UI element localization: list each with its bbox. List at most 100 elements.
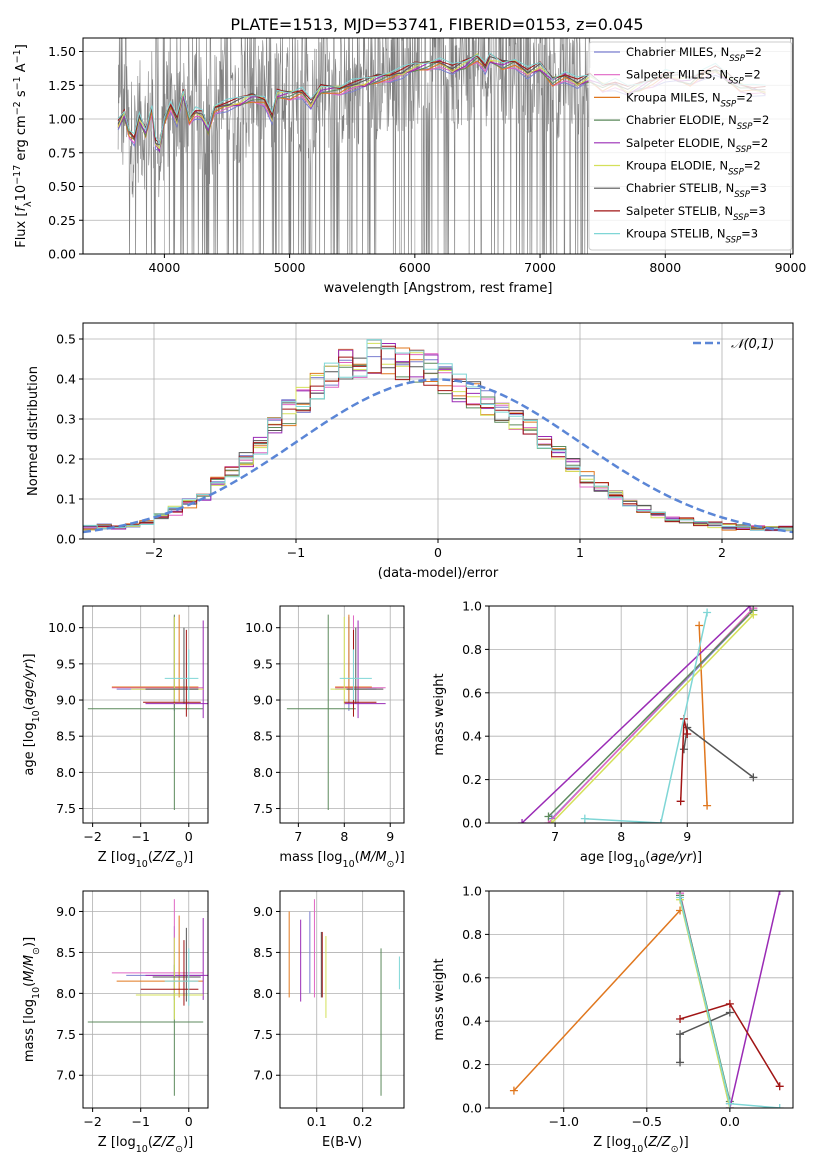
legend-frame — [588, 41, 793, 251]
weight-marker — [676, 1030, 685, 1039]
x-tick-label: 4000 — [148, 260, 180, 275]
age-weight-grid — [489, 605, 793, 824]
y-tick-label: 8.0 — [253, 765, 273, 780]
weight-marker — [746, 606, 755, 610]
x-tick-label: 9 — [683, 829, 691, 844]
z-weight-frame — [488, 890, 794, 1109]
legend-entry: Kroupa ELODIE, NSSP=2 — [626, 159, 761, 178]
x-tick-label: 9 — [386, 829, 394, 844]
y-tick-label: 10.0 — [245, 620, 273, 635]
y-tick-label: 1.0 — [462, 599, 482, 614]
ebv-mass-plot-area — [288, 899, 400, 1096]
x-tick-label: 0.1 — [307, 1114, 327, 1129]
residuals-ylabel: Normed distribution — [26, 366, 41, 496]
weight-marker — [775, 891, 784, 895]
legend-entry: Chabrier MILES, NSSP=2 — [626, 45, 762, 64]
x-tick-label: 7 — [551, 829, 559, 844]
x-tick-label: 0 — [185, 1114, 193, 1129]
x-tick-label: 7 — [294, 829, 302, 844]
z-weight-grid — [489, 890, 793, 1109]
y-tick-label: 7.5 — [253, 1027, 273, 1042]
weight-line — [729, 891, 781, 1108]
weight-marker — [749, 610, 758, 619]
y-tick-label: 9.5 — [56, 656, 76, 671]
weight-marker — [580, 814, 589, 823]
y-tick-label: 7.5 — [56, 1027, 76, 1042]
y-tick-label: 0.8 — [462, 927, 482, 942]
weight-marker — [703, 801, 712, 810]
z-weight-ylabel: mass weight — [432, 958, 447, 1040]
y-tick-label: 9.0 — [56, 904, 76, 919]
y-tick-label: 1.50 — [48, 44, 76, 59]
y-tick-label: 0.5 — [56, 332, 76, 347]
weight-line — [513, 909, 681, 1092]
y-tick-label: 10.0 — [48, 620, 76, 635]
y-tick-label: 7.5 — [56, 801, 76, 816]
x-tick-label: 0.2 — [353, 1114, 373, 1129]
y-tick-label: 0.2 — [56, 452, 76, 467]
weight-marker — [544, 812, 553, 821]
y-tick-label: 0.0 — [462, 816, 482, 831]
x-tick-label: −1.0 — [549, 1114, 579, 1129]
y-tick-label: 7.5 — [253, 801, 273, 816]
y-tick-label: 0.4 — [56, 372, 76, 387]
weight-line — [547, 609, 754, 818]
ebv-mass-grid — [280, 891, 404, 1108]
y-tick-label: 7.0 — [56, 1068, 76, 1083]
panel-spectrum: 4000 5000 6000 7000 8000 9000 0.00 0.25 0.50 0.75… — [12, 37, 807, 296]
z-mass-grid — [83, 891, 208, 1108]
y-tick-label: 9.0 — [253, 904, 273, 919]
legend-entry: Salpeter STELIB, NSSP=3 — [626, 204, 766, 223]
y-tick-label: 0.4 — [462, 1014, 482, 1029]
weight-marker — [775, 1082, 784, 1091]
y-tick-label: 0.00 — [48, 247, 76, 262]
panel-residuals: −2 −1 0 1 2 0.0 0.1 0.2 0.3 0.4 0.5 (data-model)/er… — [26, 322, 794, 581]
weight-marker — [749, 773, 758, 782]
y-tick-label: 9.0 — [253, 693, 273, 708]
z-mass-xlabel: Z [log10(Z/Z⊙)] — [98, 1135, 193, 1155]
y-tick-label: 0.50 — [48, 179, 76, 194]
mass-age-frame — [279, 605, 405, 824]
weight-marker — [695, 621, 704, 630]
y-tick-label: 9.5 — [253, 656, 273, 671]
residuals-xlabel: (data-model)/error — [378, 566, 499, 581]
weight-marker — [656, 819, 665, 823]
ebv-mass-xlabel: E(B-V) — [322, 1135, 362, 1150]
legend-entry: Salpeter MILES, NSSP=2 — [626, 68, 761, 87]
legend-entry: Kroupa MILES, NSSP=2 — [626, 90, 753, 109]
y-tick-label: 1.0 — [462, 884, 482, 899]
y-tick-label: 8.5 — [253, 945, 273, 960]
y-tick-label: 1.00 — [48, 112, 76, 127]
x-tick-label: −1 — [131, 1114, 149, 1129]
mass-age-plot-area — [286, 614, 386, 810]
weight-line — [698, 625, 708, 806]
spectrum-data-line — [117, 38, 591, 254]
z-age-ylabel: age [log10(age/yr)] — [22, 653, 42, 775]
weight-marker — [676, 1015, 685, 1024]
legend-entry: Chabrier STELIB, NSSP=3 — [626, 181, 767, 200]
mass-age-xlabel: mass [log10(M/M⊙)] — [279, 850, 404, 870]
gaussian-legend-label: 𝒩(0,1) — [731, 337, 774, 352]
x-tick-label: −1 — [131, 829, 149, 844]
z-mass-ylabel: mass [log10(M/M⊙)] — [22, 937, 42, 1062]
residual-histogram — [83, 339, 793, 531]
y-tick-label: 8.5 — [253, 729, 273, 744]
x-tick-label: −2 — [83, 829, 101, 844]
y-tick-label: 8.0 — [56, 765, 76, 780]
weight-marker — [676, 1058, 685, 1067]
ebv-mass-frame — [279, 890, 405, 1109]
spectrum-xlabel: wavelength [Angstrom, rest frame] — [324, 281, 553, 296]
y-tick-label: 0.0 — [56, 532, 76, 547]
y-tick-label: 0.75 — [48, 145, 76, 160]
mass-age-grid — [280, 606, 404, 823]
figure-title: PLATE=1513, MJD=53741, FIBERID=0153, z=0… — [230, 15, 643, 34]
panel-age-weight: 7 8 9 0.0 0.2 0.4 0.6 0.8 1.0 age [log10(age/yr)]… — [432, 599, 794, 870]
panel-z-mass: −2 −1 0 7.0 7.5 8.0 8.5 9.0 Z [log10(Z/Z⊙)] mass … — [22, 890, 209, 1155]
age-weight-plot-area — [518, 606, 758, 823]
y-tick-label: 0.4 — [462, 729, 482, 744]
spectrum-legend: Chabrier MILES, NSSP=2 Salpeter MILES, NS… — [588, 41, 793, 251]
x-tick-label: 9000 — [775, 260, 807, 275]
weight-marker — [679, 745, 688, 754]
weight-marker — [703, 608, 712, 617]
